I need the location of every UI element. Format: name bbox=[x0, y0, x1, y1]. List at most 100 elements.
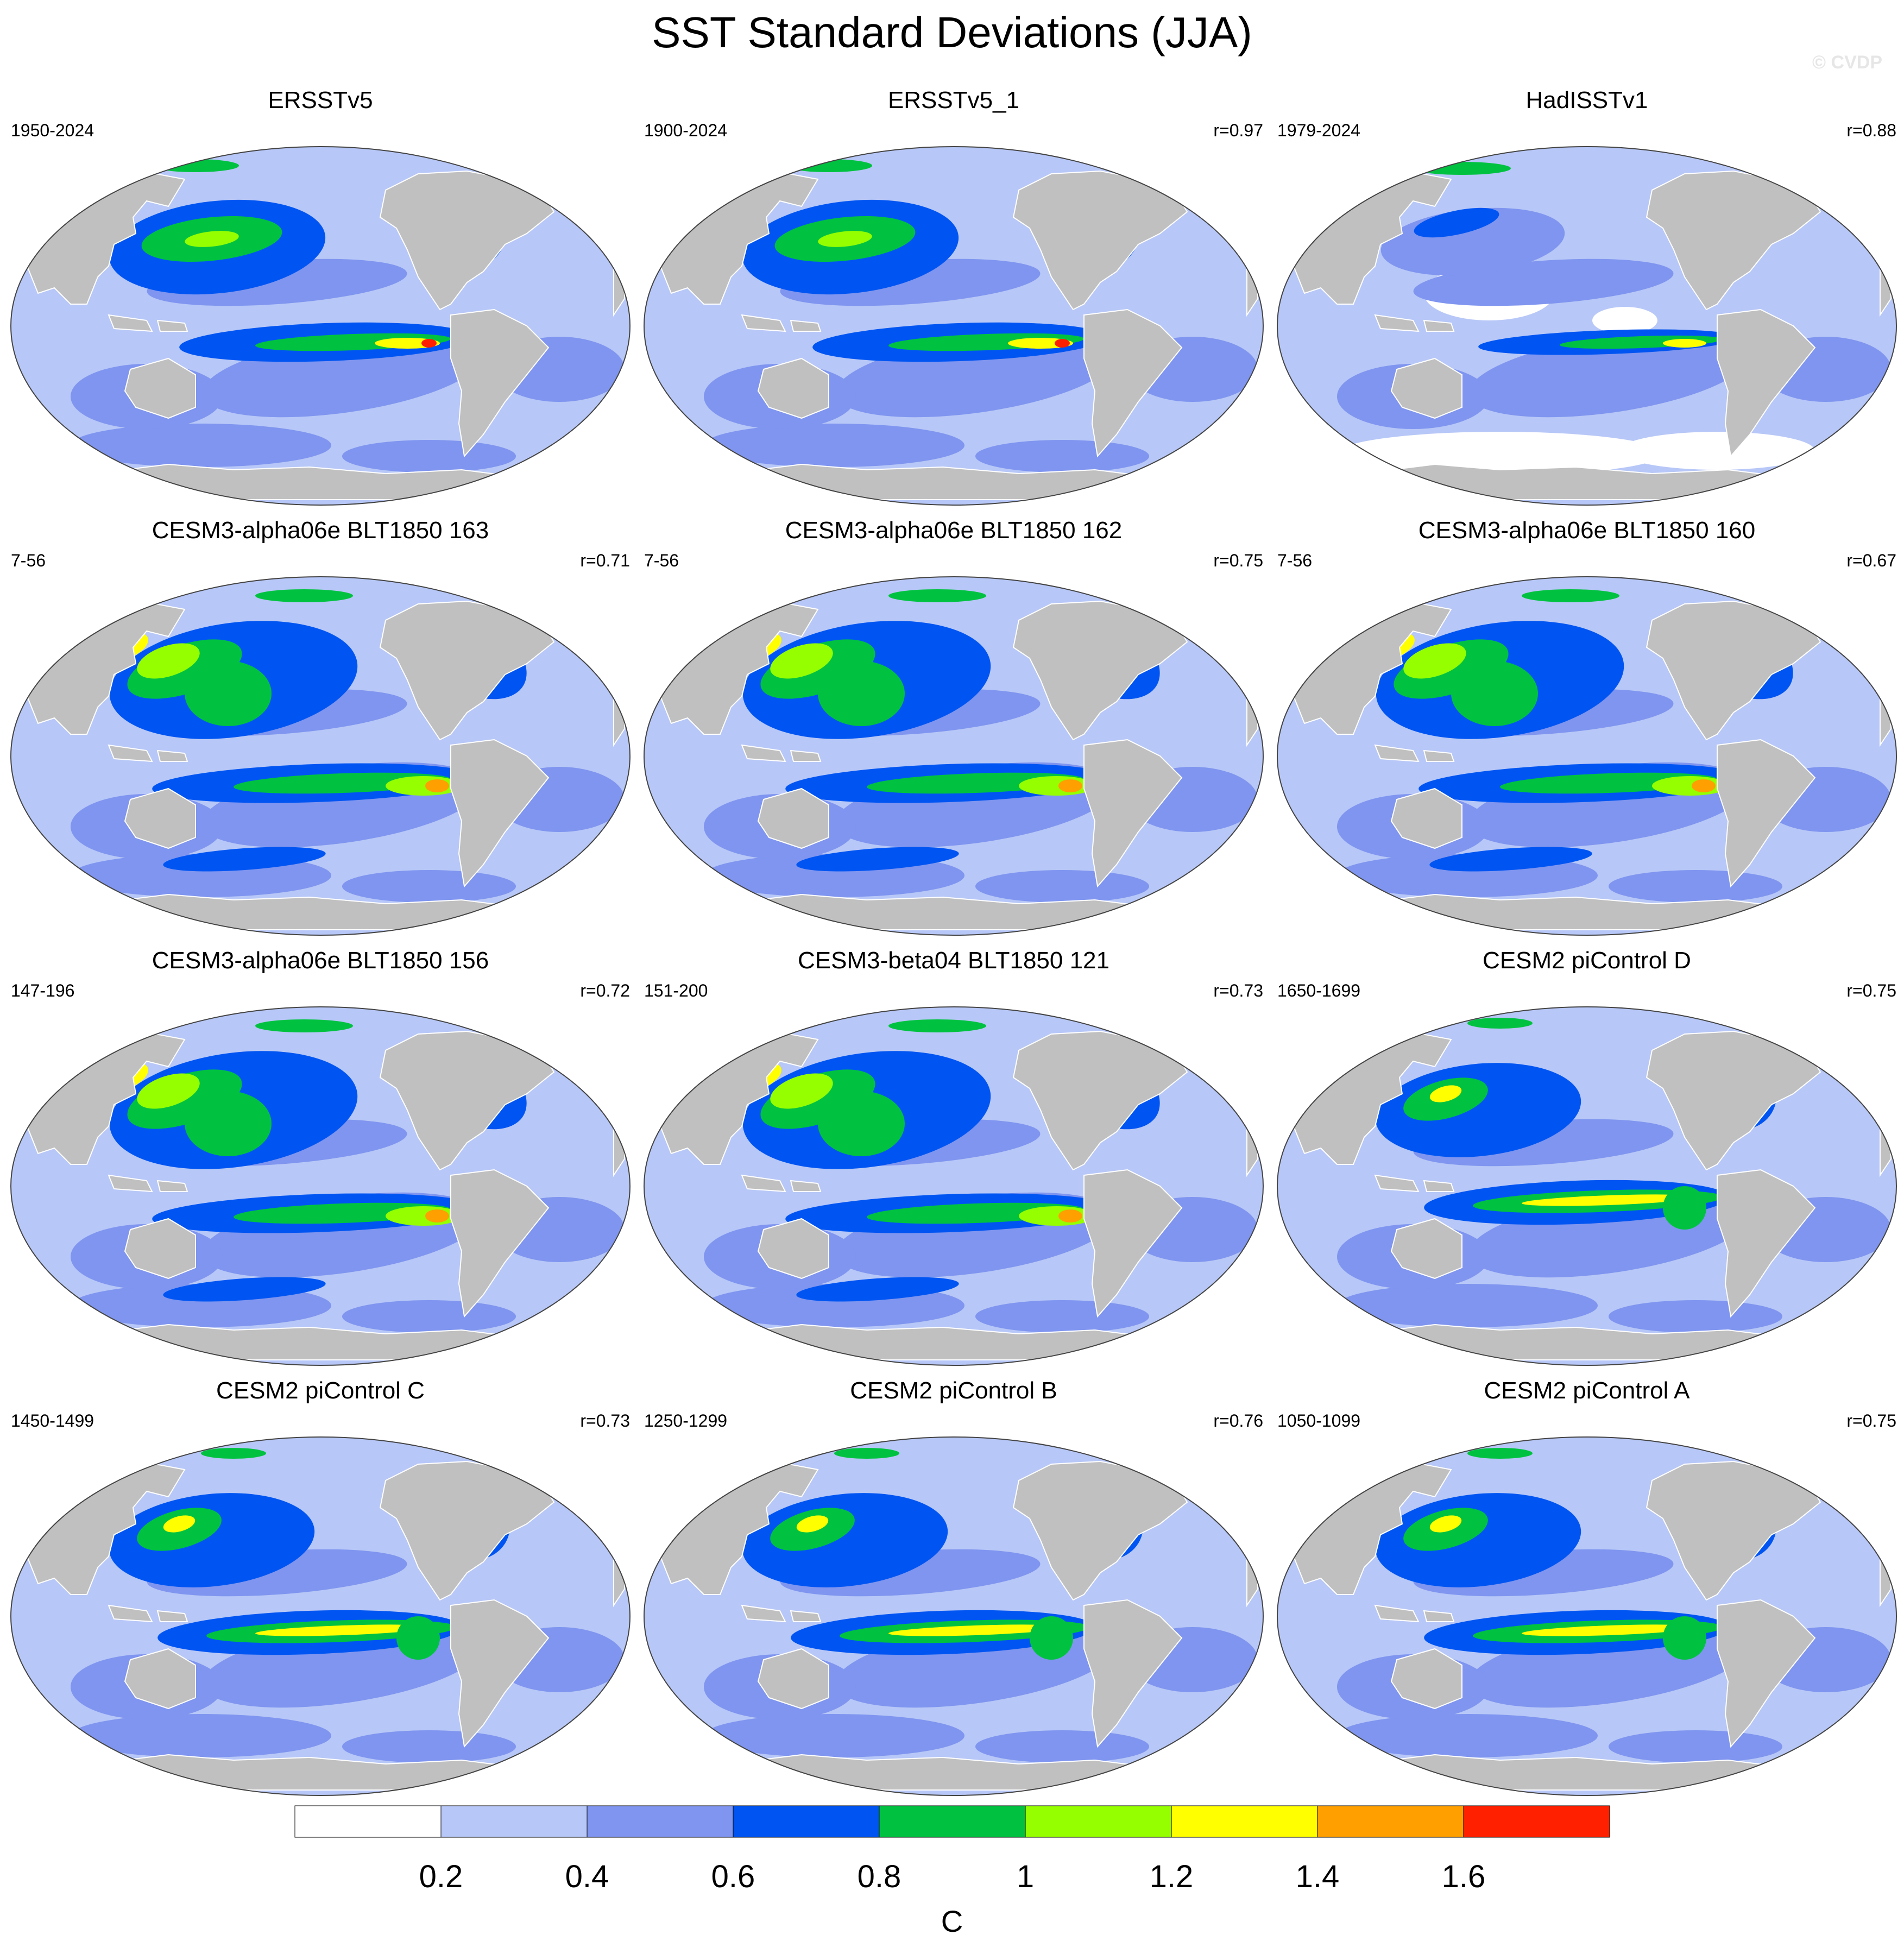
panel-title: CESM3-alpha06e BLT1850 162 bbox=[785, 517, 1123, 544]
map-panel: HadISSTv1 1979-2024 r=0.88 bbox=[1272, 87, 1902, 516]
panel-correlation: r=0.97 bbox=[1213, 121, 1263, 140]
sst-contour bbox=[185, 1091, 272, 1156]
land-mass bbox=[1246, 651, 1258, 747]
panel-correlation: r=0.88 bbox=[1846, 121, 1896, 140]
ocean-background bbox=[644, 577, 1263, 935]
sst-contour bbox=[137, 643, 200, 679]
ocean-background bbox=[11, 1007, 630, 1365]
land-mass bbox=[757, 787, 829, 849]
map-panel: CESM2 piControl C 1450-1499 r=0.73 bbox=[5, 1377, 635, 1806]
sst-std-map bbox=[644, 1436, 1264, 1796]
land-mass bbox=[1880, 651, 1892, 747]
sst-contour bbox=[342, 1730, 516, 1763]
land-mass bbox=[108, 1174, 153, 1193]
land-mass bbox=[450, 1169, 550, 1318]
colorbar-tick-label: 0.4 bbox=[565, 1859, 609, 1894]
sst-contour bbox=[818, 231, 872, 247]
land-mass bbox=[1880, 1081, 1892, 1177]
land-mass bbox=[1246, 221, 1258, 317]
panel-period: 1450-1499 bbox=[11, 1411, 94, 1430]
land-mass bbox=[108, 744, 153, 762]
sst-contour bbox=[1609, 870, 1782, 903]
land-mass bbox=[124, 1648, 196, 1710]
land-mass bbox=[1390, 1218, 1462, 1280]
map-border bbox=[644, 1436, 1264, 1796]
land-mass bbox=[741, 1604, 786, 1623]
sst-contour bbox=[71, 424, 331, 467]
land-mass bbox=[1390, 787, 1462, 849]
sst-contour bbox=[1609, 1300, 1782, 1333]
panel-correlation: r=0.75 bbox=[1213, 551, 1263, 570]
sst-contour bbox=[1663, 1616, 1706, 1660]
land-mass bbox=[108, 1604, 153, 1623]
land-mass bbox=[1880, 1511, 1892, 1608]
sst-contour bbox=[185, 231, 239, 247]
colorbar-tick-label: 0.6 bbox=[711, 1859, 755, 1894]
land-mass bbox=[1374, 314, 1420, 332]
sst-contour bbox=[770, 643, 833, 679]
land-mass bbox=[156, 1180, 188, 1192]
sst-contour bbox=[1467, 1448, 1533, 1459]
panel-period: 7-56 bbox=[1277, 551, 1313, 570]
colorbar-units: C bbox=[941, 1904, 963, 1938]
map-border bbox=[644, 146, 1264, 506]
panel-correlation: r=0.73 bbox=[580, 1411, 630, 1430]
sst-contour bbox=[975, 440, 1149, 472]
sst-contour bbox=[255, 1019, 353, 1032]
panel-title: CESM2 piControl D bbox=[1483, 947, 1691, 974]
land-mass bbox=[156, 1610, 188, 1622]
sst-contour bbox=[1692, 779, 1716, 792]
panel-period: 1050-1099 bbox=[1277, 1411, 1361, 1430]
panel-title: ERSSTv5 bbox=[268, 87, 373, 114]
sst-contour bbox=[818, 1091, 905, 1156]
panel-title: CESM2 piControl C bbox=[216, 1377, 425, 1404]
land-mass bbox=[124, 357, 196, 419]
land-mass bbox=[450, 308, 550, 458]
colorbar-box bbox=[587, 1805, 734, 1838]
land-mass bbox=[613, 1511, 625, 1608]
land-mass bbox=[1717, 1599, 1816, 1748]
panel-correlation: r=0.67 bbox=[1846, 551, 1896, 570]
sst-contour bbox=[1315, 585, 1391, 601]
land-mass bbox=[124, 1218, 196, 1280]
sst-contour bbox=[682, 585, 758, 601]
sst-std-map bbox=[644, 1006, 1264, 1366]
land-mass bbox=[1423, 1610, 1455, 1622]
sst-contour bbox=[1429, 847, 1592, 872]
sst-contour bbox=[770, 1073, 833, 1109]
land-mass bbox=[790, 1180, 822, 1192]
land-mass bbox=[741, 1174, 786, 1193]
land-mass bbox=[450, 739, 550, 888]
land-mass bbox=[613, 1081, 625, 1177]
land-mass bbox=[1390, 1648, 1462, 1710]
panel-period: 1979-2024 bbox=[1277, 121, 1361, 140]
sst-contour bbox=[1414, 207, 1499, 238]
colorbar-box bbox=[879, 1805, 1026, 1838]
map-panel: CESM3-alpha06e BLT1850 156 147-196 r=0.72 bbox=[5, 947, 635, 1376]
sst-contour bbox=[342, 870, 516, 903]
map-panel: CESM3-alpha06e BLT1850 163 7-56 r=0.71 bbox=[5, 517, 635, 946]
sst-contour bbox=[1467, 1018, 1533, 1029]
sst-contour bbox=[1609, 1730, 1782, 1763]
land-mass bbox=[1374, 1604, 1420, 1623]
sst-contour bbox=[425, 779, 449, 792]
sst-contour bbox=[1337, 1714, 1598, 1757]
land-mass bbox=[108, 314, 153, 332]
land-mass bbox=[450, 1599, 550, 1748]
panel-correlation: r=0.76 bbox=[1213, 1411, 1263, 1430]
panel-period: 151-200 bbox=[644, 981, 708, 1000]
panel-period: 7-56 bbox=[11, 551, 46, 570]
land-mass bbox=[156, 319, 188, 332]
land-mass bbox=[1423, 749, 1455, 762]
sst-contour bbox=[1403, 643, 1466, 679]
map-border bbox=[10, 576, 631, 936]
land-mass bbox=[1390, 357, 1462, 419]
sst-contour bbox=[1592, 307, 1657, 334]
land-mass bbox=[1083, 739, 1183, 888]
land-mass bbox=[1083, 1169, 1183, 1318]
land-mass bbox=[1717, 1169, 1816, 1318]
panel-period: 1950-2024 bbox=[11, 121, 94, 140]
sst-contour bbox=[71, 1714, 331, 1757]
land-mass bbox=[1374, 744, 1420, 762]
map-panel: CESM3-alpha06e BLT1850 162 7-56 r=0.75 bbox=[639, 517, 1269, 946]
